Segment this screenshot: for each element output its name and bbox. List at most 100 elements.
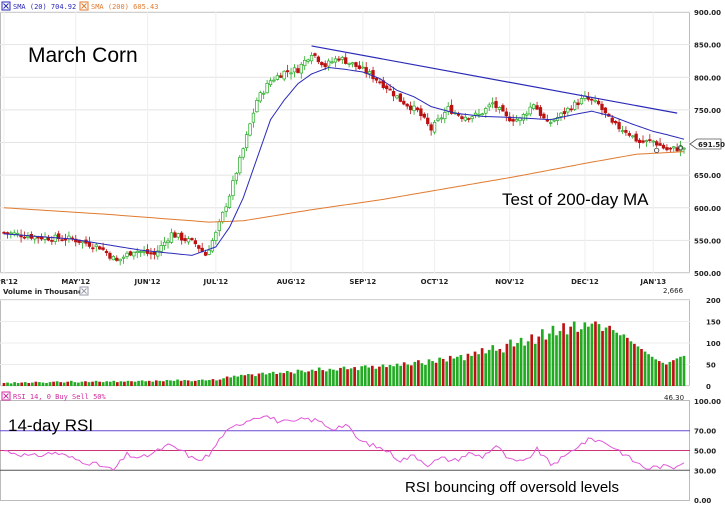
chart-title: March Corn	[28, 44, 138, 67]
volume-bar	[399, 365, 402, 386]
candle	[173, 230, 177, 238]
candle	[429, 122, 433, 136]
candle-body	[238, 157, 242, 174]
candle	[118, 258, 122, 266]
volume-bar	[477, 354, 480, 386]
legend-sma20[interactable]: SMA (20) 704.92	[1, 1, 76, 11]
volume-bar	[275, 373, 279, 386]
candle-body	[576, 102, 580, 106]
candle-body	[408, 105, 413, 111]
rsi-header: RSI 14, 0 Buy Sell 50% 46.30	[1, 391, 684, 402]
volume-y-tick: 150	[706, 319, 721, 327]
volume-bar	[289, 372, 293, 386]
legend-sma200-label: SMA (200) 605.43	[91, 3, 158, 11]
close-icon[interactable]	[3, 393, 9, 399]
candle	[460, 114, 464, 122]
volume-bar	[254, 376, 257, 386]
candle	[658, 137, 662, 147]
candle-body	[634, 133, 638, 142]
candle	[57, 230, 61, 242]
volume-bar	[119, 381, 123, 386]
candle-body	[542, 113, 546, 119]
volume-bar	[579, 329, 583, 386]
candle-body	[344, 57, 348, 64]
candle-body	[463, 116, 467, 121]
close-icon[interactable]	[81, 3, 87, 9]
candle-body	[535, 105, 539, 110]
volume-bar	[516, 343, 519, 386]
volume-bar	[682, 355, 686, 386]
candle	[337, 56, 341, 63]
candle-body	[214, 231, 218, 241]
volume-bar	[268, 373, 271, 386]
candle-body	[562, 111, 567, 115]
volume-bar	[112, 380, 116, 386]
candle	[350, 61, 355, 68]
candle	[473, 110, 478, 119]
rsi-y-tick: 70.00	[694, 428, 716, 436]
volume-bar	[243, 375, 247, 386]
candle-body	[125, 252, 129, 257]
candle	[132, 251, 136, 260]
candle	[426, 113, 430, 127]
candle	[665, 144, 669, 152]
candle	[634, 131, 638, 143]
volume-bar	[378, 366, 381, 386]
legend-sma200[interactable]: SMA (200) 605.43	[79, 1, 158, 11]
volume-bar	[45, 382, 48, 386]
volume-bar	[144, 381, 147, 386]
legend-sma20-label: SMA (20) 704.92	[13, 3, 76, 11]
candle	[227, 193, 232, 209]
rsi-y-tick: 100.00	[694, 398, 721, 406]
close-icon[interactable]	[3, 3, 9, 9]
candle-body	[624, 130, 628, 133]
candle-body	[262, 92, 266, 95]
volume-bar	[587, 326, 590, 386]
candle	[374, 77, 379, 84]
candle-body	[316, 56, 321, 63]
candle-body	[268, 80, 273, 86]
candle-body	[241, 148, 245, 158]
price-x-tick: MAY'12	[61, 278, 90, 286]
candle	[405, 103, 409, 110]
price-x-tick: JUL'12	[203, 278, 229, 286]
candle	[614, 120, 618, 126]
candle	[648, 134, 652, 143]
volume-bar	[650, 356, 654, 386]
candle-body	[426, 117, 430, 125]
close-icon[interactable]	[81, 288, 87, 294]
candle	[378, 78, 382, 85]
volume-bar	[597, 324, 601, 386]
volume-bar	[640, 349, 643, 386]
candle	[251, 108, 256, 128]
candle-body	[371, 70, 375, 80]
volume-bar	[512, 346, 516, 386]
candle-body	[289, 72, 293, 75]
candle-body	[121, 256, 126, 259]
candle-body	[528, 106, 532, 115]
candle	[296, 64, 300, 74]
volume-bar	[250, 374, 254, 386]
volume-bar	[307, 371, 310, 386]
candle	[258, 90, 262, 103]
volume-bar	[395, 363, 399, 386]
candle	[357, 61, 362, 70]
candle	[501, 103, 505, 112]
volume-bar	[225, 376, 229, 386]
candle	[285, 64, 290, 78]
candle-body	[36, 236, 40, 239]
volume-bar	[441, 358, 445, 386]
volume-bar	[278, 372, 282, 386]
candle	[672, 145, 676, 152]
candle	[371, 66, 375, 83]
low-marker	[677, 145, 684, 151]
candle-body	[675, 147, 679, 152]
candle	[391, 86, 396, 102]
candle	[678, 140, 683, 157]
candle-body	[156, 250, 160, 257]
candle-body	[402, 100, 406, 105]
candle-body	[210, 240, 215, 252]
volume-bar	[229, 377, 232, 386]
candle	[525, 111, 529, 121]
